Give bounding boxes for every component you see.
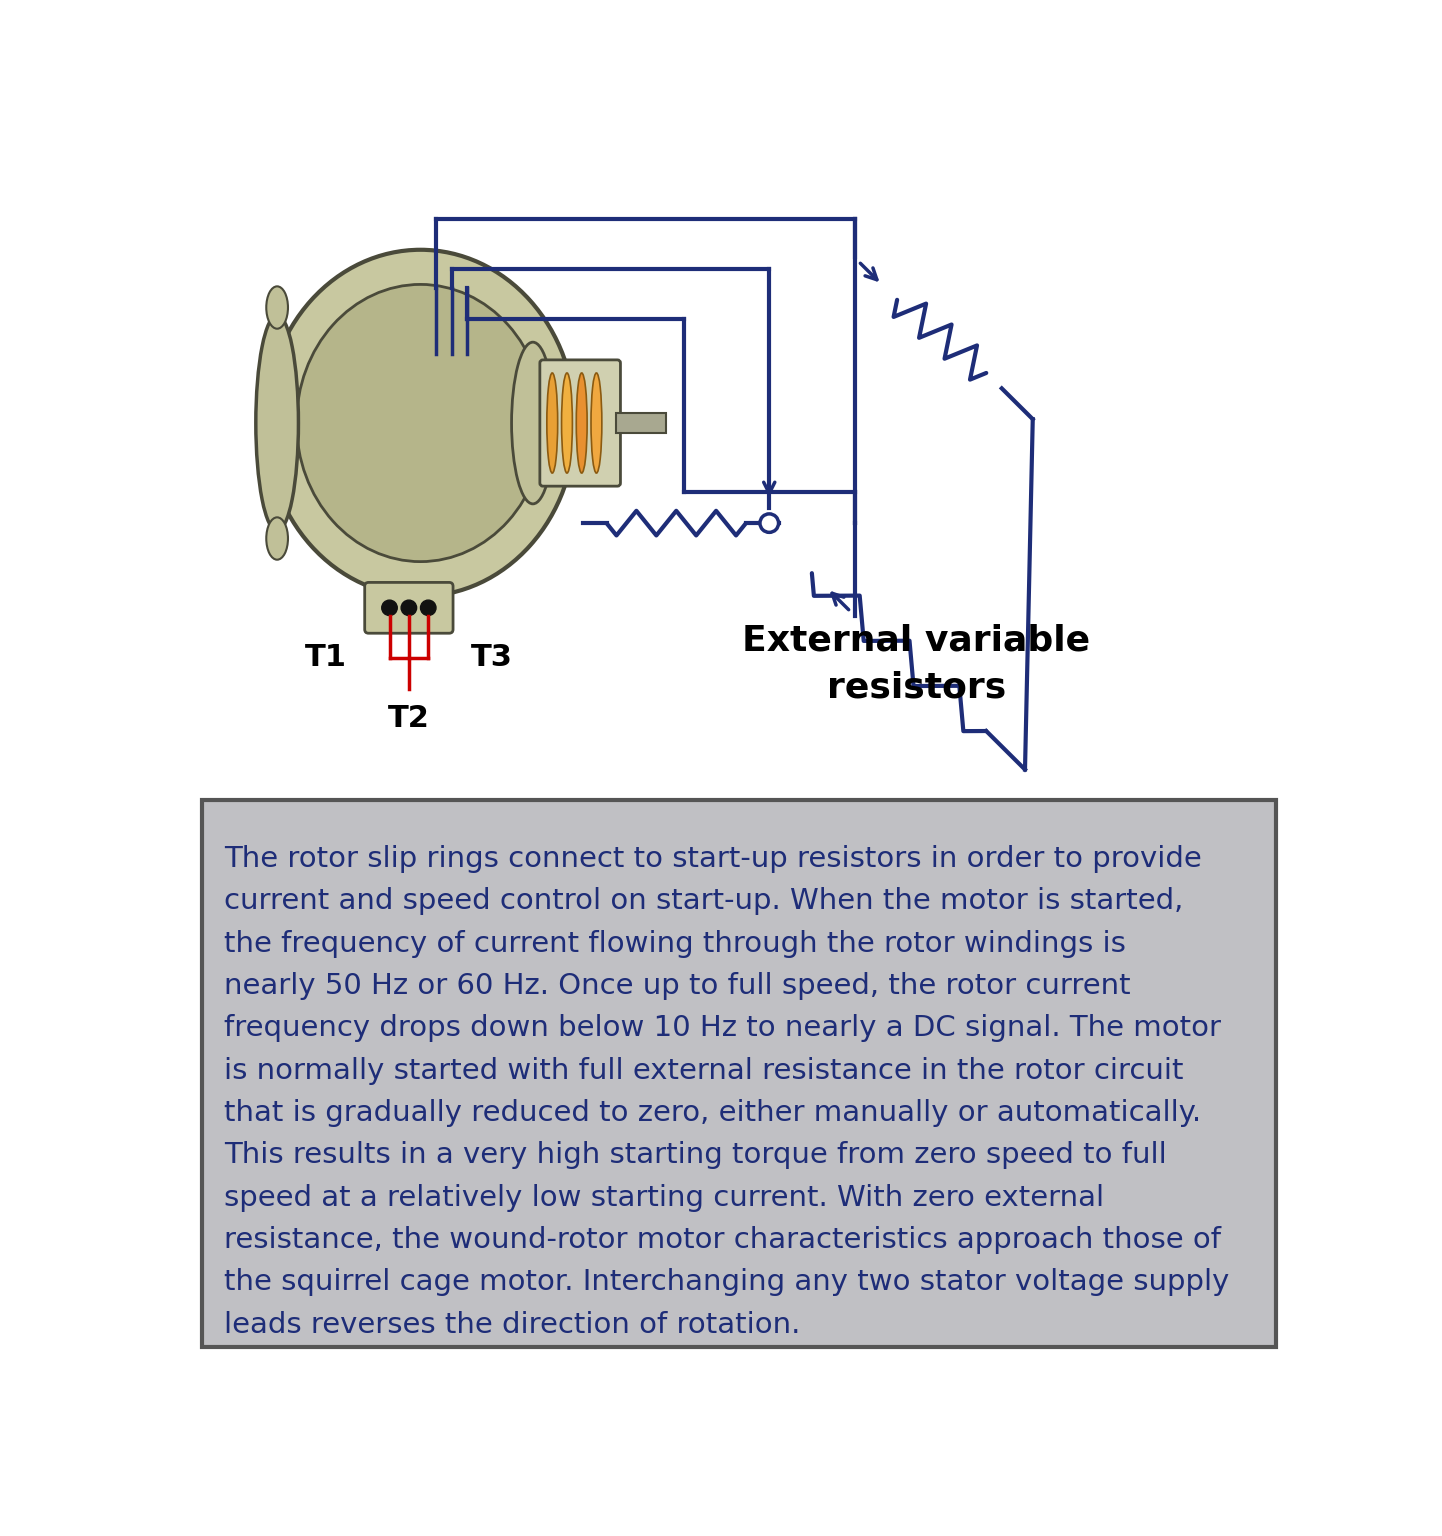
Text: T1: T1 xyxy=(304,644,348,673)
Bar xyxy=(616,413,666,433)
Text: T3: T3 xyxy=(472,644,513,673)
Text: T2: T2 xyxy=(388,703,430,733)
Text: current and speed control on start-up. When the motor is started,: current and speed control on start-up. W… xyxy=(224,888,1182,915)
Ellipse shape xyxy=(547,373,558,473)
Ellipse shape xyxy=(265,250,575,596)
Circle shape xyxy=(382,601,397,616)
Text: leads reverses the direction of rotation.: leads reverses the direction of rotation… xyxy=(224,1310,800,1339)
Text: resistance, the wound-rotor motor characteristics approach those of: resistance, the wound-rotor motor charac… xyxy=(224,1226,1220,1253)
Ellipse shape xyxy=(297,284,545,562)
Circle shape xyxy=(401,601,417,616)
Circle shape xyxy=(760,515,779,533)
Ellipse shape xyxy=(255,315,298,531)
FancyBboxPatch shape xyxy=(365,582,453,633)
Text: nearly 50 Hz or 60 Hz. Once up to full speed, the rotor current: nearly 50 Hz or 60 Hz. Once up to full s… xyxy=(224,972,1131,1000)
Circle shape xyxy=(421,601,435,616)
Ellipse shape xyxy=(267,286,288,329)
Text: External variable
resistors: External variable resistors xyxy=(743,624,1090,705)
Text: the squirrel cage motor. Interchanging any two stator voltage supply: the squirrel cage motor. Interchanging a… xyxy=(224,1269,1229,1296)
Ellipse shape xyxy=(267,518,288,559)
Text: that is gradually reduced to zero, either manually or automatically.: that is gradually reduced to zero, eithe… xyxy=(224,1100,1201,1127)
Text: The rotor slip rings connect to start-up resistors in order to provide: The rotor slip rings connect to start-up… xyxy=(224,845,1201,872)
FancyBboxPatch shape xyxy=(202,800,1276,1347)
Text: speed at a relatively low starting current. With zero external: speed at a relatively low starting curre… xyxy=(224,1184,1103,1212)
Text: frequency drops down below 10 Hz to nearly a DC signal. The motor: frequency drops down below 10 Hz to near… xyxy=(224,1014,1220,1043)
Ellipse shape xyxy=(561,373,572,473)
FancyBboxPatch shape xyxy=(539,359,620,487)
Text: the frequency of current flowing through the rotor windings is: the frequency of current flowing through… xyxy=(224,929,1126,957)
Ellipse shape xyxy=(512,343,554,504)
Text: is normally started with full external resistance in the rotor circuit: is normally started with full external r… xyxy=(224,1057,1182,1084)
Ellipse shape xyxy=(591,373,601,473)
Text: This results in a very high starting torque from zero speed to full: This results in a very high starting tor… xyxy=(224,1141,1167,1169)
Ellipse shape xyxy=(577,373,587,473)
